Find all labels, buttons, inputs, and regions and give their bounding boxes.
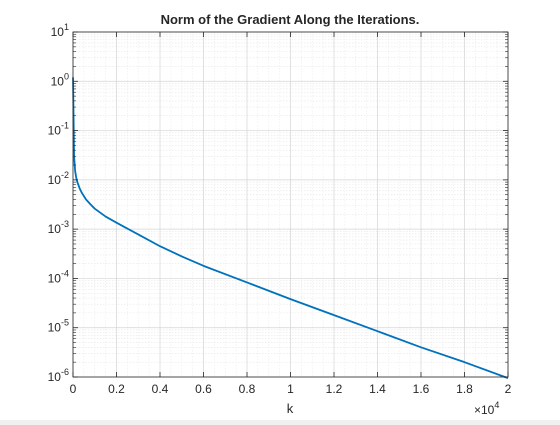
x-tick-label: 0.8 <box>239 382 256 396</box>
x-tick-label: 1.6 <box>413 382 430 396</box>
x-tick-label: 0 <box>70 382 77 396</box>
x-tick-label: 1.4 <box>369 382 386 396</box>
y-tick-label-base: 10 <box>48 173 62 187</box>
y-tick-label-base: 10 <box>48 124 62 138</box>
x-tick-label: 2 <box>505 382 512 396</box>
y-tick-label-exponent: -5 <box>61 318 69 328</box>
x-axis-multiplier-exponent: 4 <box>494 400 499 410</box>
x-axis-multiplier-base: ×10 <box>474 403 495 417</box>
x-tick-label: 1 <box>287 382 294 396</box>
y-tick-label: 10-4 <box>48 268 69 285</box>
y-tick-label-exponent: 0 <box>64 71 69 81</box>
series-layer <box>72 77 509 379</box>
y-tick-label-exponent: -1 <box>61 121 69 131</box>
y-tick-label-exponent: -4 <box>61 268 69 278</box>
y-tick-label-exponent: -2 <box>61 170 69 180</box>
y-tick-label-base: 10 <box>51 25 65 39</box>
ticks-layer <box>72 31 509 378</box>
y-tick-label: 10-3 <box>48 219 69 236</box>
y-tick-label: 10-1 <box>48 121 69 138</box>
x-tick-label: 0.2 <box>108 382 125 396</box>
y-tick-label: 10-2 <box>48 170 69 187</box>
y-tick-label-base: 10 <box>51 74 65 88</box>
y-tick-label-base: 10 <box>48 370 62 384</box>
x-axis-label: k <box>287 401 294 416</box>
y-tick-label-base: 10 <box>48 271 62 285</box>
x-tick-label: 1.2 <box>326 382 343 396</box>
chart-title: Norm of the Gradient Along the Iteration… <box>161 12 420 27</box>
y-tick-label: 101 <box>51 22 69 39</box>
y-tick-label-base: 10 <box>48 222 62 236</box>
x-tick-label: 1.8 <box>456 382 473 396</box>
x-tick-label: 0.6 <box>195 382 212 396</box>
x-tick-label: 0.4 <box>152 382 169 396</box>
y-tick-label: 100 <box>51 71 69 88</box>
y-tick-label: 10-6 <box>48 367 69 384</box>
y-tick-label: 10-5 <box>48 318 69 335</box>
y-tick-label-exponent: -3 <box>61 219 69 229</box>
series-line <box>72 77 509 379</box>
y-tick-label-exponent: -6 <box>61 367 69 377</box>
y-tick-label-base: 10 <box>48 321 62 335</box>
x-axis-multiplier: ×104 <box>474 400 499 417</box>
y-tick-label-exponent: 1 <box>64 22 69 32</box>
